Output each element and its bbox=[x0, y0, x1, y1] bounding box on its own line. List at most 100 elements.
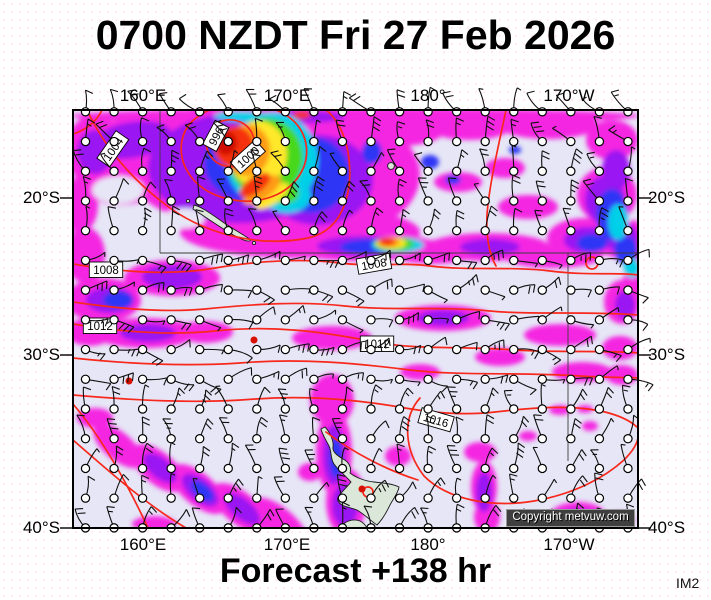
wind-barb-tick bbox=[420, 507, 429, 510]
wind-barb-tick bbox=[510, 478, 515, 481]
axis-label-bottom: 170°E bbox=[263, 535, 311, 554]
station-circle bbox=[366, 225, 376, 236]
wind-barb-tick bbox=[479, 148, 488, 151]
station-circle bbox=[80, 434, 91, 444]
wind-barb-tick bbox=[582, 96, 587, 100]
wind-barb-tick bbox=[280, 452, 289, 455]
station-circle bbox=[537, 463, 548, 474]
wind-barb-tick bbox=[440, 477, 446, 485]
wind-barb-tick bbox=[326, 347, 330, 356]
station-circle bbox=[280, 166, 291, 176]
station-circle bbox=[394, 166, 405, 176]
wind-barb-tick bbox=[445, 94, 454, 98]
wind-barb-tick bbox=[127, 348, 131, 354]
wind-barb-tick bbox=[216, 124, 225, 128]
wind-barb-tick bbox=[647, 384, 654, 392]
wind-barb-tick bbox=[586, 182, 595, 186]
station-circle bbox=[309, 285, 319, 295]
station-circle bbox=[80, 374, 91, 384]
wind-barb-tick bbox=[141, 117, 150, 122]
station-circle bbox=[252, 404, 262, 414]
wind-barb-tick bbox=[417, 381, 421, 387]
wind-barb-tick bbox=[514, 207, 523, 213]
wind-barb-tick bbox=[188, 287, 193, 296]
wind-barb-tick bbox=[642, 297, 649, 304]
station-circle bbox=[480, 315, 490, 325]
station-circle bbox=[509, 136, 519, 147]
axis-label-bottom: 170°W bbox=[543, 535, 595, 554]
station-circle bbox=[137, 434, 148, 444]
wind-barb-tick bbox=[142, 416, 150, 421]
station-circle bbox=[566, 434, 576, 444]
station-circle bbox=[223, 136, 233, 147]
station-circle bbox=[280, 225, 291, 236]
wind-barb-tick bbox=[396, 443, 405, 448]
wind-barb-tick bbox=[429, 86, 438, 92]
wind-barb-tick bbox=[319, 145, 327, 152]
wind-barb-tick bbox=[106, 506, 115, 508]
station-circle bbox=[451, 493, 462, 503]
wind-barb-tick bbox=[176, 262, 183, 270]
wind-barb-tick bbox=[219, 128, 228, 131]
wind-barb-tick bbox=[574, 418, 582, 424]
wind-barb-tick bbox=[127, 326, 135, 334]
station-circle bbox=[80, 166, 91, 176]
station-circle bbox=[423, 255, 433, 266]
station-circle bbox=[137, 136, 148, 147]
wind-barb-tick bbox=[75, 153, 84, 156]
wind-barb-tick bbox=[255, 185, 260, 188]
axis-label-left: 20°S bbox=[22, 188, 60, 207]
wind-barb-tick bbox=[115, 450, 123, 456]
axis-label-bottom: 180° bbox=[410, 535, 446, 554]
wind-barb-tick bbox=[278, 251, 281, 260]
station-circle bbox=[623, 196, 633, 206]
station-circle bbox=[423, 463, 433, 474]
wind-barb-tick bbox=[425, 119, 434, 124]
station-circle bbox=[280, 285, 291, 295]
wind-barb-tick bbox=[183, 288, 188, 297]
station-circle bbox=[366, 344, 376, 355]
station-circle bbox=[109, 166, 119, 176]
wind-barb-tick bbox=[397, 126, 403, 129]
station-circle bbox=[594, 255, 605, 266]
wind-barb-tick bbox=[322, 294, 329, 302]
wind-barb-tick bbox=[206, 150, 214, 157]
wind-barb-tick bbox=[83, 386, 92, 391]
wind-barb-tick bbox=[162, 282, 165, 291]
wind-barb-tick bbox=[279, 393, 288, 395]
wind-barb-tick bbox=[502, 250, 504, 259]
wind-barb-tick bbox=[329, 260, 335, 269]
wind-barb-tick bbox=[76, 414, 85, 417]
station-circle bbox=[166, 166, 176, 176]
wind-barb-tick bbox=[432, 213, 440, 220]
station-circle bbox=[309, 315, 319, 325]
wind-barb-tick bbox=[181, 263, 187, 271]
image-id-label: IM2 bbox=[676, 575, 700, 591]
station-circle bbox=[594, 166, 605, 176]
wind-barb-tick bbox=[337, 474, 346, 477]
station-circle bbox=[223, 107, 233, 117]
station-circle bbox=[594, 107, 605, 117]
station-circle bbox=[480, 344, 490, 355]
wind-barb-tick bbox=[108, 510, 113, 513]
station-circle bbox=[480, 225, 490, 236]
station-circle bbox=[366, 434, 376, 444]
wind-barb-tick bbox=[83, 175, 91, 180]
wind-barb-tick bbox=[241, 256, 245, 264]
wind-barb-tick bbox=[143, 147, 152, 153]
wind-barb-tick bbox=[298, 308, 301, 314]
wind-barb-tick bbox=[146, 442, 154, 449]
wind-barb-tick bbox=[600, 217, 605, 221]
station-circle bbox=[337, 434, 348, 444]
station-circle bbox=[194, 166, 205, 176]
wind-barb-tick bbox=[472, 262, 478, 270]
wind-barb-tick bbox=[471, 277, 475, 286]
station-circle bbox=[166, 225, 176, 236]
wind-barb-tick bbox=[202, 398, 207, 403]
station-circle bbox=[252, 285, 262, 295]
wind-barb-tick bbox=[160, 128, 165, 132]
wind-barb-tick bbox=[631, 146, 636, 150]
station-circle bbox=[166, 404, 176, 414]
station-circle bbox=[623, 463, 633, 474]
wind-barb-tick bbox=[273, 154, 282, 158]
